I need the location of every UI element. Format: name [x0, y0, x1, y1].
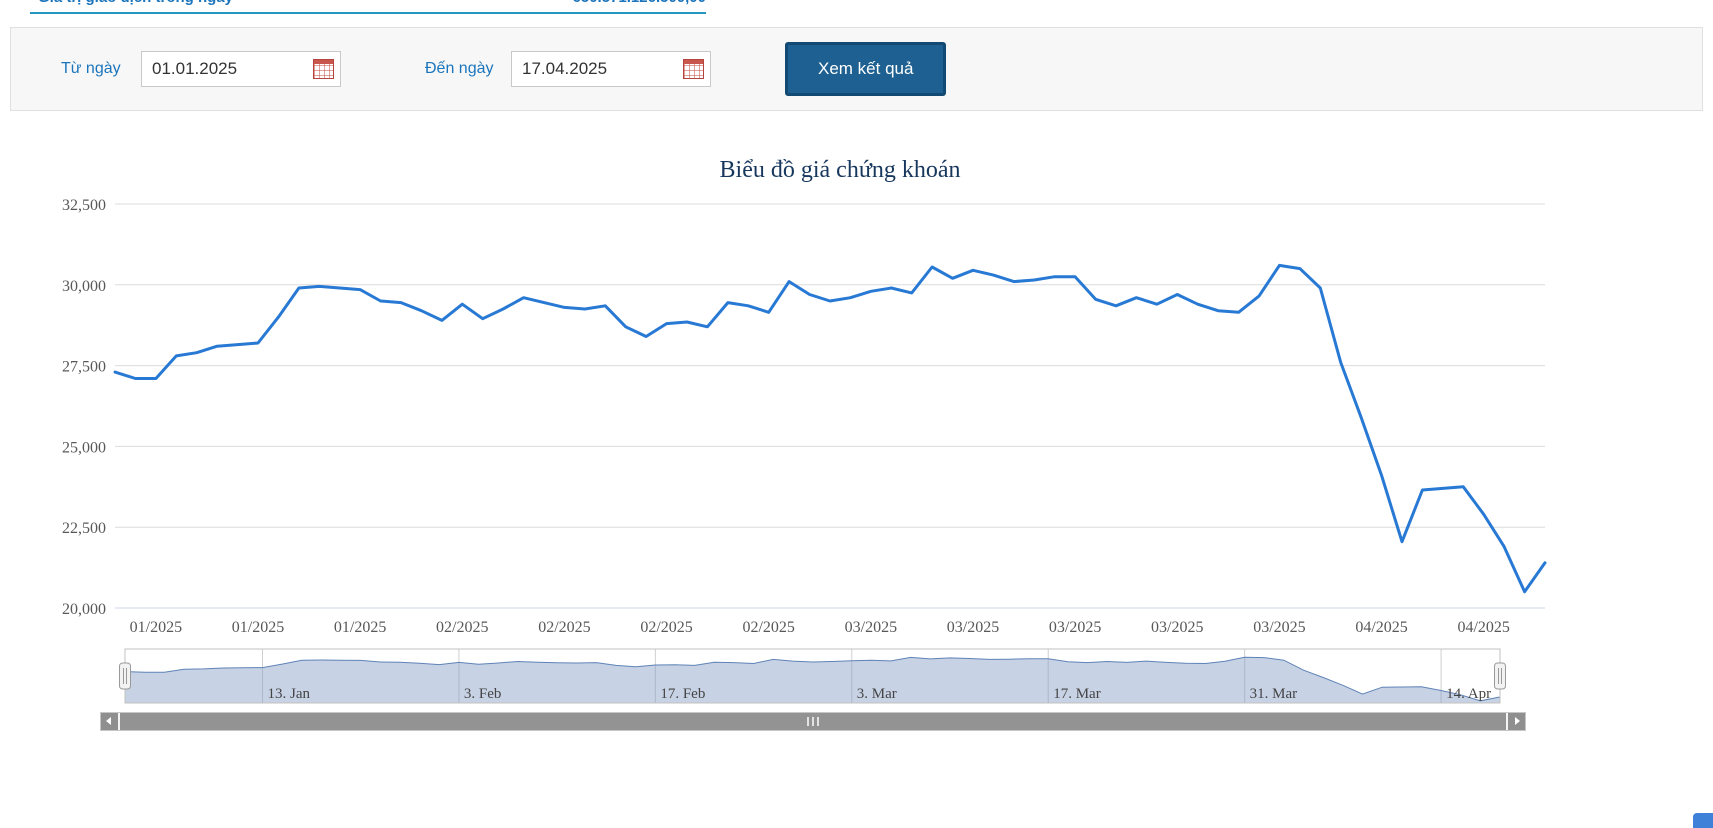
to-date-input[interactable] [511, 51, 711, 87]
navigator-date-label: 3. Feb [464, 686, 502, 702]
y-axis-label: 30,000 [62, 278, 106, 295]
view-results-button[interactable]: Xem kết quả [785, 42, 947, 96]
chart-title: Biểu đồ giá chứng khoán [719, 157, 961, 183]
price-line [113, 263, 1547, 594]
price-chart[interactable]: 32,500 30,000 27,500 25,000 22,500 20,000 01/2… [0, 190, 1570, 640]
daily-transaction-value: 650.571.126.500,00 [573, 0, 706, 6]
chart-scrollbar-track[interactable] [100, 712, 1526, 731]
y-axis-label: 20,000 [62, 601, 106, 618]
x-axis-label: 04/2025 [1457, 619, 1509, 636]
x-axis-label: 02/2025 [640, 619, 692, 636]
from-date-label: Từ ngày [61, 60, 121, 77]
y-axis-label: 32,500 [62, 197, 106, 214]
navigator-date-label: 13. Jan [268, 686, 311, 702]
scrollbar-grip-icon [817, 717, 819, 726]
x-axis-label: 02/2025 [742, 619, 794, 636]
navigator-handle-right[interactable] [1494, 662, 1506, 690]
x-axis-label: 03/2025 [1253, 619, 1305, 636]
x-axis-label: 03/2025 [947, 619, 999, 636]
daily-transaction-label: Giá trị giao dịch trong ngày [30, 0, 233, 6]
x-axis-label: 03/2025 [1151, 619, 1203, 636]
from-date-wrap [141, 51, 341, 87]
date-filter-panel: Từ ngày Đến ngày Xem kết quả [10, 27, 1703, 111]
navigator-date-label: 31. Mar [1250, 686, 1298, 702]
x-axis-label: 04/2025 [1355, 619, 1407, 636]
navigator-chart[interactable]: 13. Jan 3. Feb 17. Feb 3. Mar 17. Mar 31. Mar… [0, 646, 1570, 710]
to-date-label: Đến ngày [425, 60, 494, 77]
scroll-to-top-button[interactable] [1693, 813, 1713, 828]
navigator-date-label: 3. Mar [857, 686, 897, 702]
navigator-date-label: 17. Mar [1053, 686, 1101, 702]
scrollbar-right-button[interactable] [1507, 713, 1525, 730]
x-axis-label: 03/2025 [1049, 619, 1101, 636]
x-axis-label: 03/2025 [845, 619, 897, 636]
navigator-date-label: 17. Feb [660, 686, 705, 702]
navigator-area[interactable] [124, 656, 1501, 704]
scrollbar-grip-icon [807, 717, 809, 726]
navigator-date-label: 14. Apr [1446, 686, 1491, 702]
y-axis-label: 27,500 [62, 359, 106, 376]
y-axis-label: 22,500 [62, 520, 106, 537]
scrollbar-thumb[interactable] [120, 713, 1506, 730]
daily-transaction-row: Giá trị giao dịch trong ngày 650.571.126… [30, 0, 706, 14]
scrollbar-grip-icon [812, 717, 814, 726]
from-date-input[interactable] [141, 51, 341, 87]
to-date-wrap [511, 51, 711, 87]
right-arrow-icon [1515, 717, 1520, 725]
calendar-icon[interactable] [683, 59, 704, 79]
x-axis-label: 01/2025 [130, 619, 182, 636]
x-axis-label: 01/2025 [232, 619, 284, 636]
x-axis-label: 01/2025 [334, 619, 386, 636]
scrollbar-left-button[interactable] [101, 713, 119, 730]
left-arrow-icon [106, 717, 111, 725]
y-axis-label: 25,000 [62, 439, 106, 456]
navigator-handle-left[interactable] [119, 662, 131, 690]
x-axis-label: 02/2025 [538, 619, 590, 636]
calendar-icon[interactable] [313, 59, 334, 79]
x-axis-label: 02/2025 [436, 619, 488, 636]
